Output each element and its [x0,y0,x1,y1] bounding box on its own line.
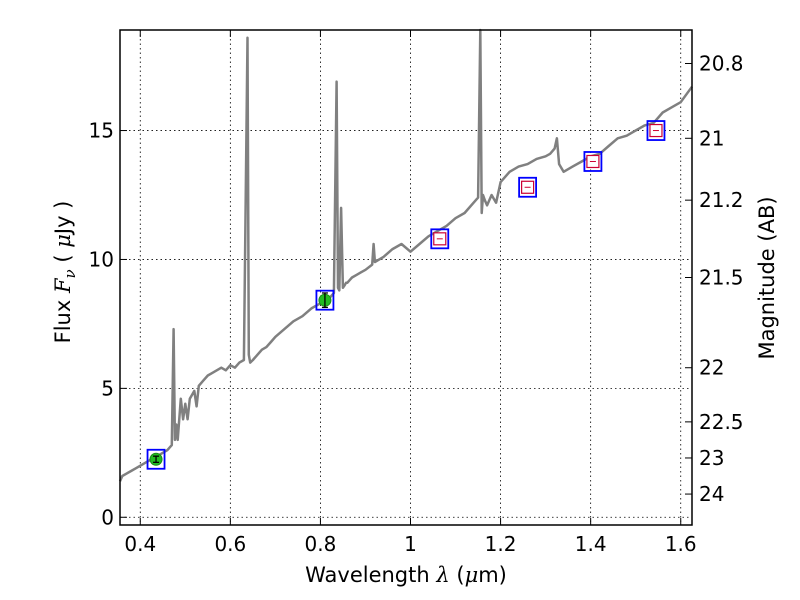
x-tick-label: 1.4 [575,532,607,556]
y-tick-label: 5 [101,376,114,400]
y-tick-label: 15 [89,119,114,143]
x-tick-label: 1.2 [485,532,517,556]
x-tick-label: 0.4 [124,532,156,556]
y2-tick-label: 23 [699,446,724,470]
x-tick-label: 0.6 [214,532,246,556]
photometry-point [646,120,666,141]
y2-tick-label: 21 [699,126,724,150]
photometry-points [146,120,666,470]
photometry-point [430,228,450,250]
y2-tick-label: 21.5 [699,266,744,290]
photometry-box [518,176,538,198]
photometry-box [430,228,450,250]
plot-area [118,28,694,482]
y2-tick-label: 24 [699,482,724,506]
photometry-box [315,289,335,311]
y2-tick-label: 22.5 [699,410,744,434]
photometry-point [583,151,603,172]
series-line-model-spectrum [118,28,694,482]
y-tick-label: 0 [101,505,114,529]
photometry-box [146,448,166,470]
y2-tick-labels: 20.8 21 21.2 21.5 22 22.5 23 24 [699,52,744,507]
y2-tick-label: 21.2 [699,188,744,212]
photometry-point [315,289,335,311]
x-tick-label: 1.6 [665,532,697,556]
y2-axis-title: Magnitude (AB) [755,196,779,359]
x-tick-label: 0.8 [305,532,337,556]
photometry-point [518,176,538,198]
x-axis-title: Wavelength λ (μm) [305,563,507,587]
y-axis-title: Flux Fν ( μJy ) [51,201,79,344]
photometry-box [583,151,603,172]
y-tick-labels: 0 5 10 15 [89,119,114,530]
y-tick-label: 10 [89,247,114,271]
axis-ticks [120,30,692,525]
y2-tick-label: 22 [699,356,724,380]
photometry-box [646,120,666,141]
photometry-point [146,448,166,470]
y2-tick-label: 20.8 [699,52,744,76]
x-tick-labels: 0.4 0.6 0.8 1 1.2 1.4 1.6 [124,532,696,556]
grid-lines [120,30,692,525]
plot-background [120,30,692,525]
x-tick-label: 1 [404,532,417,556]
